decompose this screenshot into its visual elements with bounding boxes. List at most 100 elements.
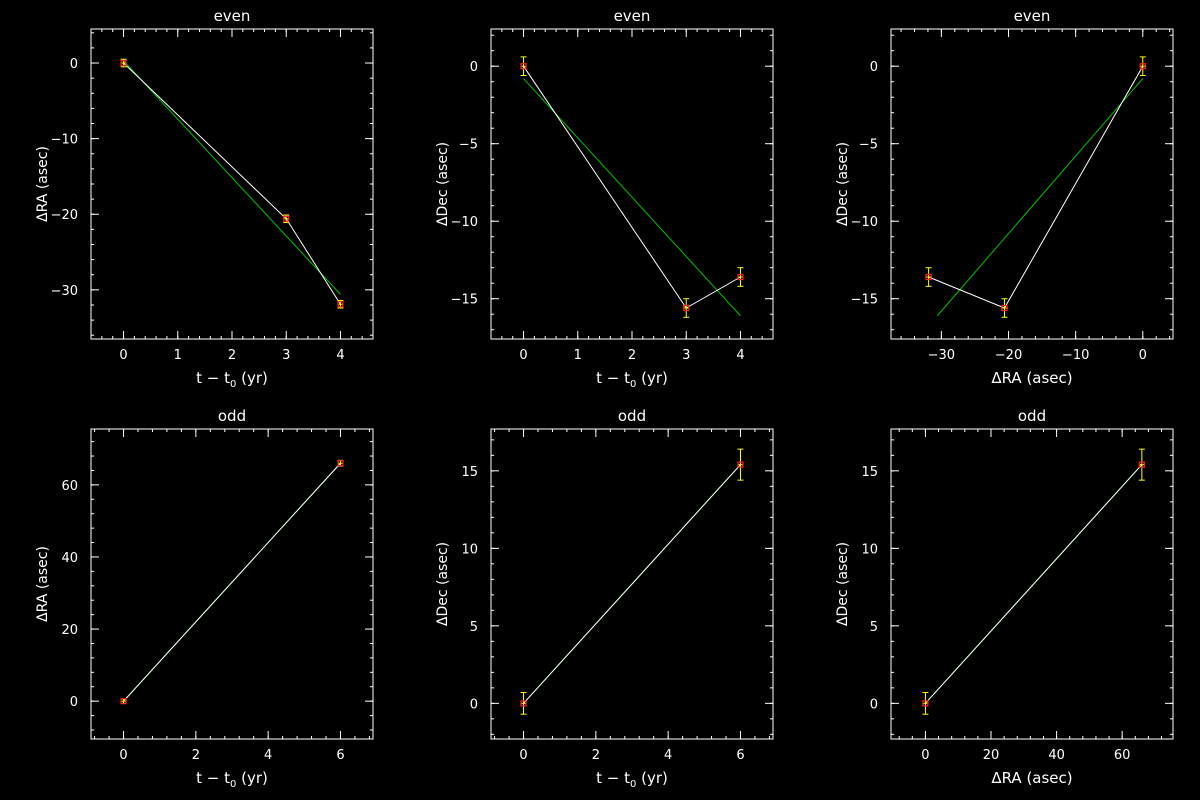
panel-title: odd (618, 407, 646, 425)
x-tick-label: 0 (1139, 348, 1147, 363)
major-ticks (91, 29, 373, 339)
y-axis-label: ΔDec (asec) (435, 142, 451, 226)
y-tick-label: −15 (851, 293, 878, 308)
x-tick-label: 20 (983, 748, 1000, 763)
x-tick-label: 4 (736, 348, 744, 363)
y-tick-label: −10 (51, 133, 78, 148)
x-axis-label-main: t − t (196, 369, 230, 387)
y-axis-label: ΔDec (asec) (835, 142, 851, 226)
x-tick-label: −30 (928, 348, 955, 363)
x-axis-label: t − t0 (yr) (596, 769, 668, 790)
panel-title: even (214, 7, 251, 25)
data-point-2 (737, 448, 744, 481)
x-tick-label: 2 (192, 748, 200, 763)
data-point-2 (1001, 298, 1008, 318)
data-marker (337, 301, 344, 308)
x-axis-label: t − t0 (yr) (596, 369, 668, 390)
data-point-1 (1139, 56, 1147, 76)
panel-title: even (614, 7, 651, 25)
minor-ticks (891, 429, 1173, 739)
y-tick-label: 15 (461, 465, 478, 480)
data-line (925, 464, 1143, 704)
y-tick-label: 0 (870, 697, 878, 712)
data-line (123, 462, 341, 702)
fit-line (523, 78, 741, 317)
major-ticks (891, 429, 1173, 739)
x-tick-label: −10 (1062, 348, 1089, 363)
x-tick-label: 1 (574, 348, 582, 363)
x-tick-label: 40 (1048, 748, 1065, 763)
plot-frame (890, 28, 1174, 340)
y-tick-label: 20 (61, 623, 78, 638)
y-axis-label: ΔDec (asec) (835, 542, 851, 626)
y-tick-label: 5 (870, 620, 878, 635)
fit-line (936, 78, 1144, 317)
data-marker (925, 273, 932, 281)
y-tick-label: −15 (451, 293, 478, 308)
data-point-2 (283, 214, 290, 224)
x-tick-label: 6 (736, 748, 744, 763)
data-point-3 (737, 267, 744, 287)
y-tick-label: −5 (459, 138, 478, 153)
y-axis-label: ΔRA (asec) (35, 546, 51, 622)
x-tick-label: 0 (119, 748, 127, 763)
data-point-2 (683, 298, 690, 318)
y-tick-label: 10 (861, 542, 878, 557)
data-point-1 (520, 692, 527, 715)
x-axis-label-subscript: 0 (630, 379, 636, 390)
x-axis-label-unit: (yr) (636, 769, 668, 787)
data-marker (283, 215, 290, 222)
y-tick-label: −5 (859, 138, 878, 153)
data-marker (737, 461, 744, 468)
data-point-3 (925, 267, 932, 287)
major-ticks (91, 429, 373, 739)
panel-3: −30 −20 −10 0 −15 −10 −5 0 even ΔRA (asec) ΔDec (a… (835, 7, 1174, 387)
x-axis-label-main: ΔRA (asec) (991, 369, 1072, 387)
y-tick-label: −20 (51, 208, 78, 223)
x-tick-label: 4 (264, 748, 272, 763)
major-ticks (491, 429, 773, 739)
x-axis-label-unit: (yr) (236, 369, 268, 387)
x-tick-label: 2 (628, 348, 636, 363)
x-axis-label-subscript: 0 (630, 779, 636, 790)
data-point-1 (520, 56, 527, 76)
x-tick-label: 1 (174, 348, 182, 363)
x-axis-label-subscript: 0 (230, 779, 236, 790)
x-axis-label: ΔRA (asec) (991, 769, 1072, 787)
data-marker (520, 63, 527, 70)
x-tick-label: 4 (336, 348, 344, 363)
x-tick-label: 0 (519, 748, 527, 763)
x-axis-label-main: t − t (196, 769, 230, 787)
data-marker (1139, 63, 1146, 70)
x-tick-label: 2 (228, 348, 236, 363)
y-tick-label: 15 (861, 465, 878, 480)
x-axis-label-subscript: 0 (230, 379, 236, 390)
x-axis-label: ΔRA (asec) (991, 369, 1072, 387)
data-point-2 (337, 459, 344, 467)
data-marker (120, 698, 127, 705)
x-axis-label-main: ΔRA (asec) (991, 769, 1072, 787)
x-tick-label: 0 (119, 348, 127, 363)
data-point-1 (120, 58, 127, 68)
data-point-1 (922, 692, 929, 715)
x-tick-label: 0 (519, 348, 527, 363)
y-tick-label: 0 (870, 60, 878, 75)
data-point-1 (120, 698, 127, 705)
x-tick-label: 3 (682, 348, 690, 363)
x-tick-label: 60 (1114, 748, 1131, 763)
y-tick-label: 0 (70, 695, 78, 710)
panel-title: even (1014, 7, 1051, 25)
panel-2: 0 1 2 3 4 −15 −10 −5 0 even t − t0 (yr) ΔDec (asec) (435, 7, 774, 390)
plot-frame (890, 428, 1174, 740)
panel-title: odd (218, 407, 246, 425)
y-tick-label: −30 (51, 284, 78, 299)
data-marker (683, 304, 690, 312)
data-marker (1001, 304, 1008, 312)
y-tick-label: −10 (451, 215, 478, 230)
x-tick-label: 2 (592, 748, 600, 763)
x-axis-label-unit: (yr) (236, 769, 268, 787)
